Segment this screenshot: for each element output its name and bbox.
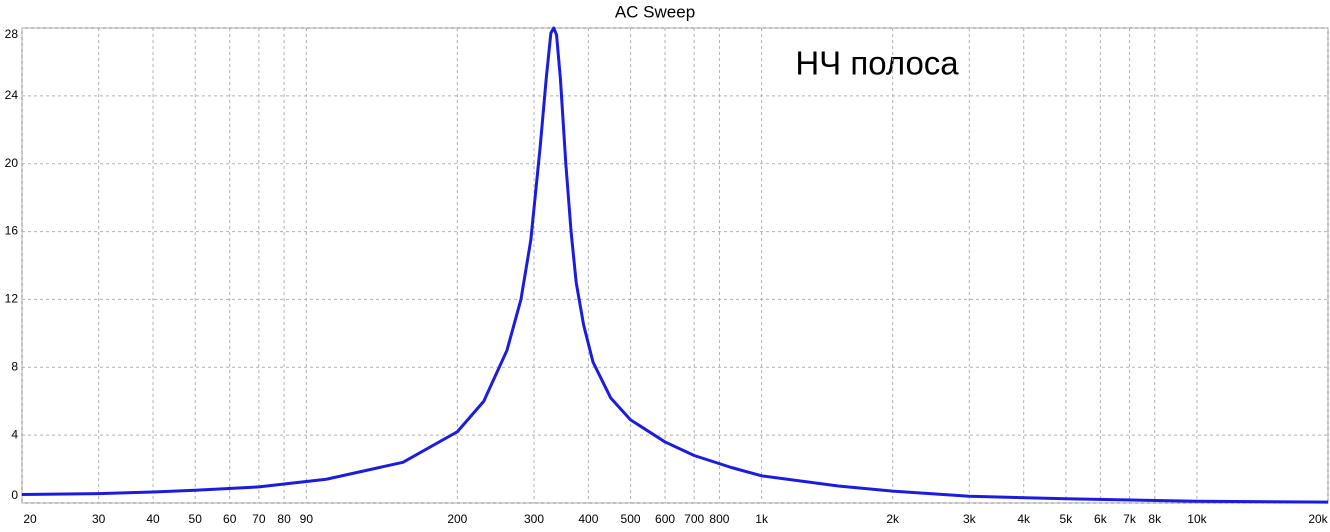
annotation: НЧ полоса xyxy=(795,45,959,82)
series-line xyxy=(21,26,1329,504)
y-tick-label: 8 xyxy=(11,359,18,373)
x-tick-label: 5k xyxy=(1060,512,1074,526)
x-tick-label: 90 xyxy=(300,512,314,526)
x-tick-label: 7k xyxy=(1123,512,1137,526)
x-tick-label: 700 xyxy=(684,512,704,526)
y-tick-label: 24 xyxy=(5,88,19,102)
x-tick-label: 10k xyxy=(1187,512,1207,526)
x-tick-label: 80 xyxy=(277,512,291,526)
x-tick-label: 60 xyxy=(223,512,237,526)
x-tick-label: 2k xyxy=(886,512,900,526)
y-tick-label: 28 xyxy=(5,27,19,41)
x-tick-label: 20k xyxy=(1308,512,1328,526)
x-tick-label: 40 xyxy=(146,512,160,526)
y-tick-label: 4 xyxy=(11,427,18,441)
x-tick-label: 600 xyxy=(655,512,675,526)
plot-frame xyxy=(21,27,1329,504)
chart-title: AC Sweep xyxy=(615,2,695,21)
x-tick-label: 70 xyxy=(252,512,266,526)
y-tick-label: 0 xyxy=(11,488,18,502)
x-tick-label: 20 xyxy=(23,512,37,526)
x-tick-label: 3k xyxy=(963,512,977,526)
y-tick-label: 20 xyxy=(5,156,19,170)
x-tick-label: 4k xyxy=(1017,512,1031,526)
x-tick-label: 6k xyxy=(1094,512,1108,526)
x-tick-label: 500 xyxy=(621,512,641,526)
x-tick-label: 200 xyxy=(447,512,467,526)
x-tick-label: 400 xyxy=(578,512,598,526)
x-tick-label: 300 xyxy=(524,512,544,526)
x-tick-label: 8k xyxy=(1148,512,1162,526)
x-tick-label: 50 xyxy=(189,512,203,526)
y-tick-label: 16 xyxy=(5,224,19,238)
x-tick-label: 1k xyxy=(755,512,769,526)
x-tick-label: 800 xyxy=(709,512,729,526)
y-tick-label: 12 xyxy=(5,292,19,306)
x-tick-label: 30 xyxy=(92,512,106,526)
